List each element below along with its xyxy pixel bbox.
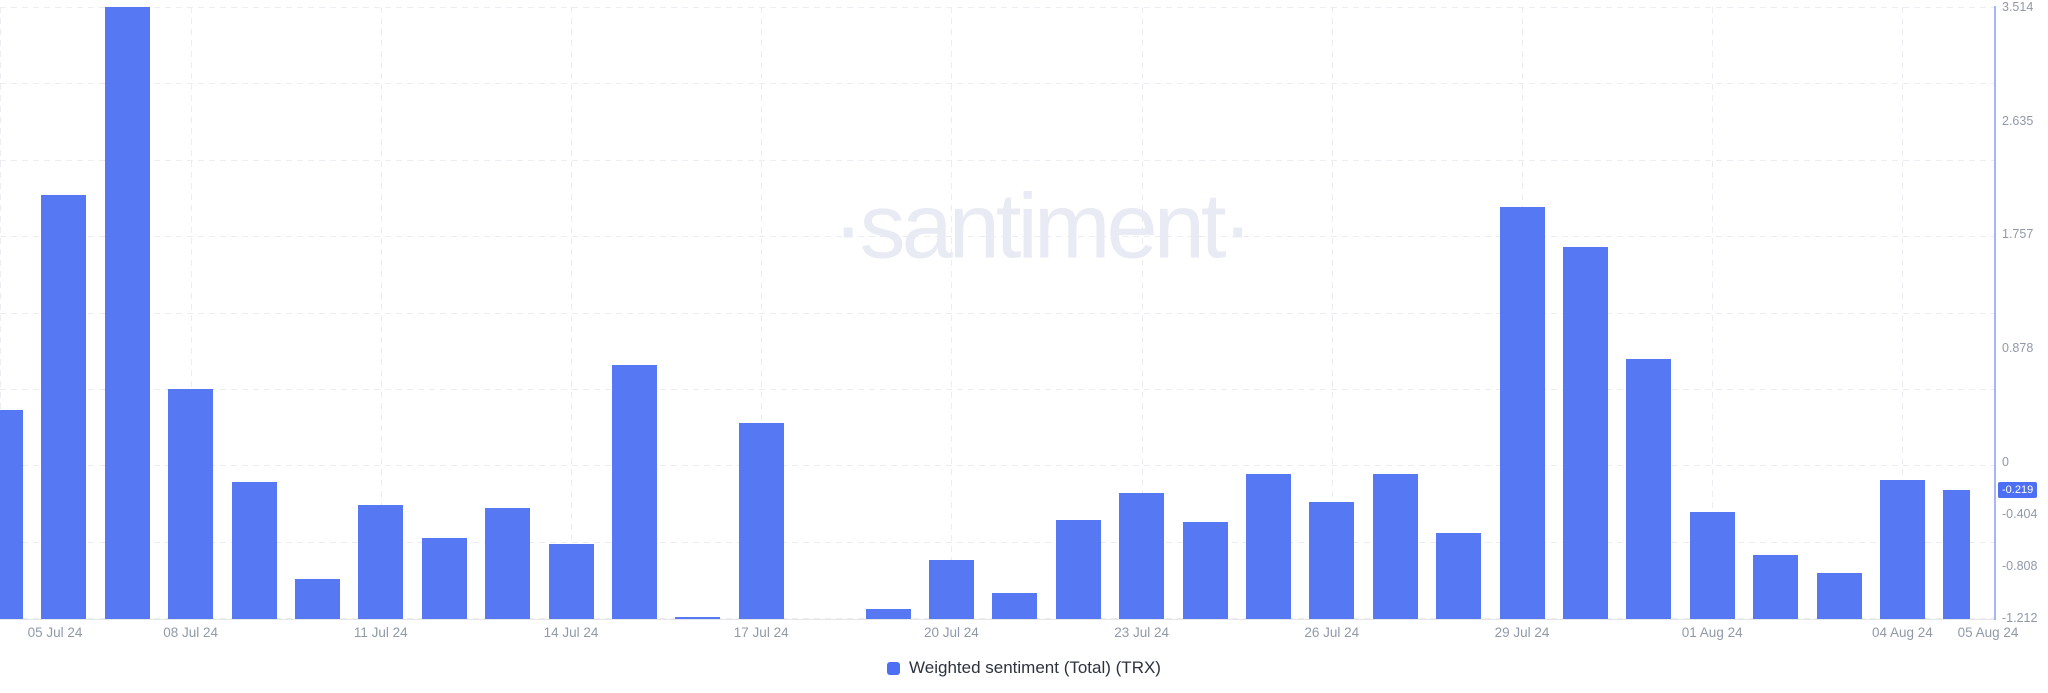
bar-11-jul-24[interactable] (358, 505, 404, 619)
horizontal-gridline (0, 541, 1994, 543)
y-tick-label: 0.878 (2002, 340, 2034, 355)
vertical-gridline (0, 7, 2, 619)
bar-16-jul-24[interactable] (675, 616, 721, 619)
x-tick-label: 08 Jul 24 (163, 625, 218, 640)
vertical-gridline (571, 7, 572, 619)
y-tick-label: 1.757 (2002, 227, 2034, 242)
horizontal-gridline (0, 83, 1994, 85)
legend[interactable]: Weighted sentiment (Total) (TRX) (0, 654, 2048, 682)
bar-05-jul-24[interactable] (0, 409, 23, 619)
vertical-gridline (380, 7, 382, 619)
x-tick-label: 29 Jul 24 (1494, 625, 1550, 640)
y-tick-label: -1.212 (2002, 611, 2038, 626)
bar-05-aug-24[interactable] (1943, 489, 1970, 619)
horizontal-gridline (0, 236, 1994, 238)
bar-24-jul-24[interactable] (1182, 522, 1228, 619)
bar-30-jul-24[interactable] (1562, 246, 1608, 619)
bar-08-jul-24[interactable] (168, 389, 214, 619)
bar-26-jul-24[interactable] (1309, 501, 1355, 619)
bar-06-jul-24[interactable] (41, 195, 87, 619)
bar-23-jul-24[interactable] (1119, 492, 1165, 619)
vertical-gridline (761, 7, 763, 619)
vertical-gridline (1141, 7, 1143, 619)
x-tick-label: 26 Jul 24 (1304, 625, 1360, 640)
horizontal-gridline (0, 465, 1994, 467)
bar-13-jul-24[interactable] (485, 508, 531, 619)
bar-19-jul-24[interactable] (865, 608, 911, 619)
bar-27-jul-24[interactable] (1372, 474, 1418, 619)
x-tick-label: 01 Aug 24 (1681, 625, 1743, 640)
bar-21-jul-24[interactable] (992, 593, 1038, 619)
bar-12-jul-24[interactable] (421, 537, 467, 619)
horizontal-gridline (0, 389, 1994, 391)
x-tick-label: 05 Aug 24 (1957, 625, 2019, 640)
current-value-badge: -0.219 (1998, 481, 2038, 498)
vertical-gridline (951, 7, 953, 619)
horizontal-gridline (0, 159, 1994, 161)
bar-22-jul-24[interactable] (1055, 519, 1101, 619)
bar-15-jul-24[interactable] (611, 364, 657, 619)
bar-28-jul-24[interactable] (1436, 532, 1482, 619)
y-tick-label: 0 (2002, 454, 2009, 469)
bar-20-jul-24[interactable] (928, 559, 974, 619)
x-tick-label: 05 Jul 24 (27, 625, 83, 640)
legend-swatch-icon (887, 661, 901, 675)
horizontal-gridline (0, 7, 1994, 8)
x-tick-label: 14 Jul 24 (543, 625, 599, 640)
bar-17-jul-24[interactable] (738, 422, 784, 619)
x-tick-label: 11 Jul 24 (353, 625, 408, 640)
legend-label: Weighted sentiment (Total) (TRX) (909, 658, 1161, 677)
bar-29-jul-24[interactable] (1499, 206, 1545, 619)
x-axis-baseline (0, 619, 1994, 620)
bar-01-aug-24[interactable] (1689, 511, 1735, 619)
y-axis-line (1994, 6, 1996, 620)
bar-07-jul-24[interactable] (104, 7, 150, 619)
x-tick-label: 20 Jul 24 (923, 625, 979, 640)
x-tick-label: 23 Jul 24 (1114, 625, 1169, 640)
x-tick-label: 04 Aug 24 (1871, 625, 1933, 640)
y-tick-label: 2.635 (2002, 113, 2034, 128)
bar-03-aug-24[interactable] (1816, 572, 1862, 619)
bar-31-jul-24[interactable] (1626, 359, 1672, 619)
bar-10-jul-24[interactable] (294, 579, 340, 619)
vertical-gridline (1902, 7, 1904, 619)
y-tick-label: -0.808 (2002, 558, 2038, 573)
vertical-gridline (190, 7, 192, 619)
bar-25-jul-24[interactable] (1245, 474, 1291, 619)
vertical-gridline (1712, 7, 1714, 619)
y-tick-label: 3.514 (2002, 0, 2034, 15)
santiment-watermark: ·santiment· (832, 175, 1253, 278)
bar-02-aug-24[interactable] (1753, 554, 1799, 619)
x-tick-label: 17 Jul 24 (733, 625, 789, 640)
horizontal-gridline (0, 312, 1994, 314)
bar-04-aug-24[interactable] (1879, 479, 1925, 619)
y-tick-label: -0.404 (2002, 506, 2038, 521)
bar-09-jul-24[interactable] (231, 482, 277, 619)
vertical-gridline (1331, 7, 1333, 619)
bar-14-jul-24[interactable] (548, 544, 594, 619)
